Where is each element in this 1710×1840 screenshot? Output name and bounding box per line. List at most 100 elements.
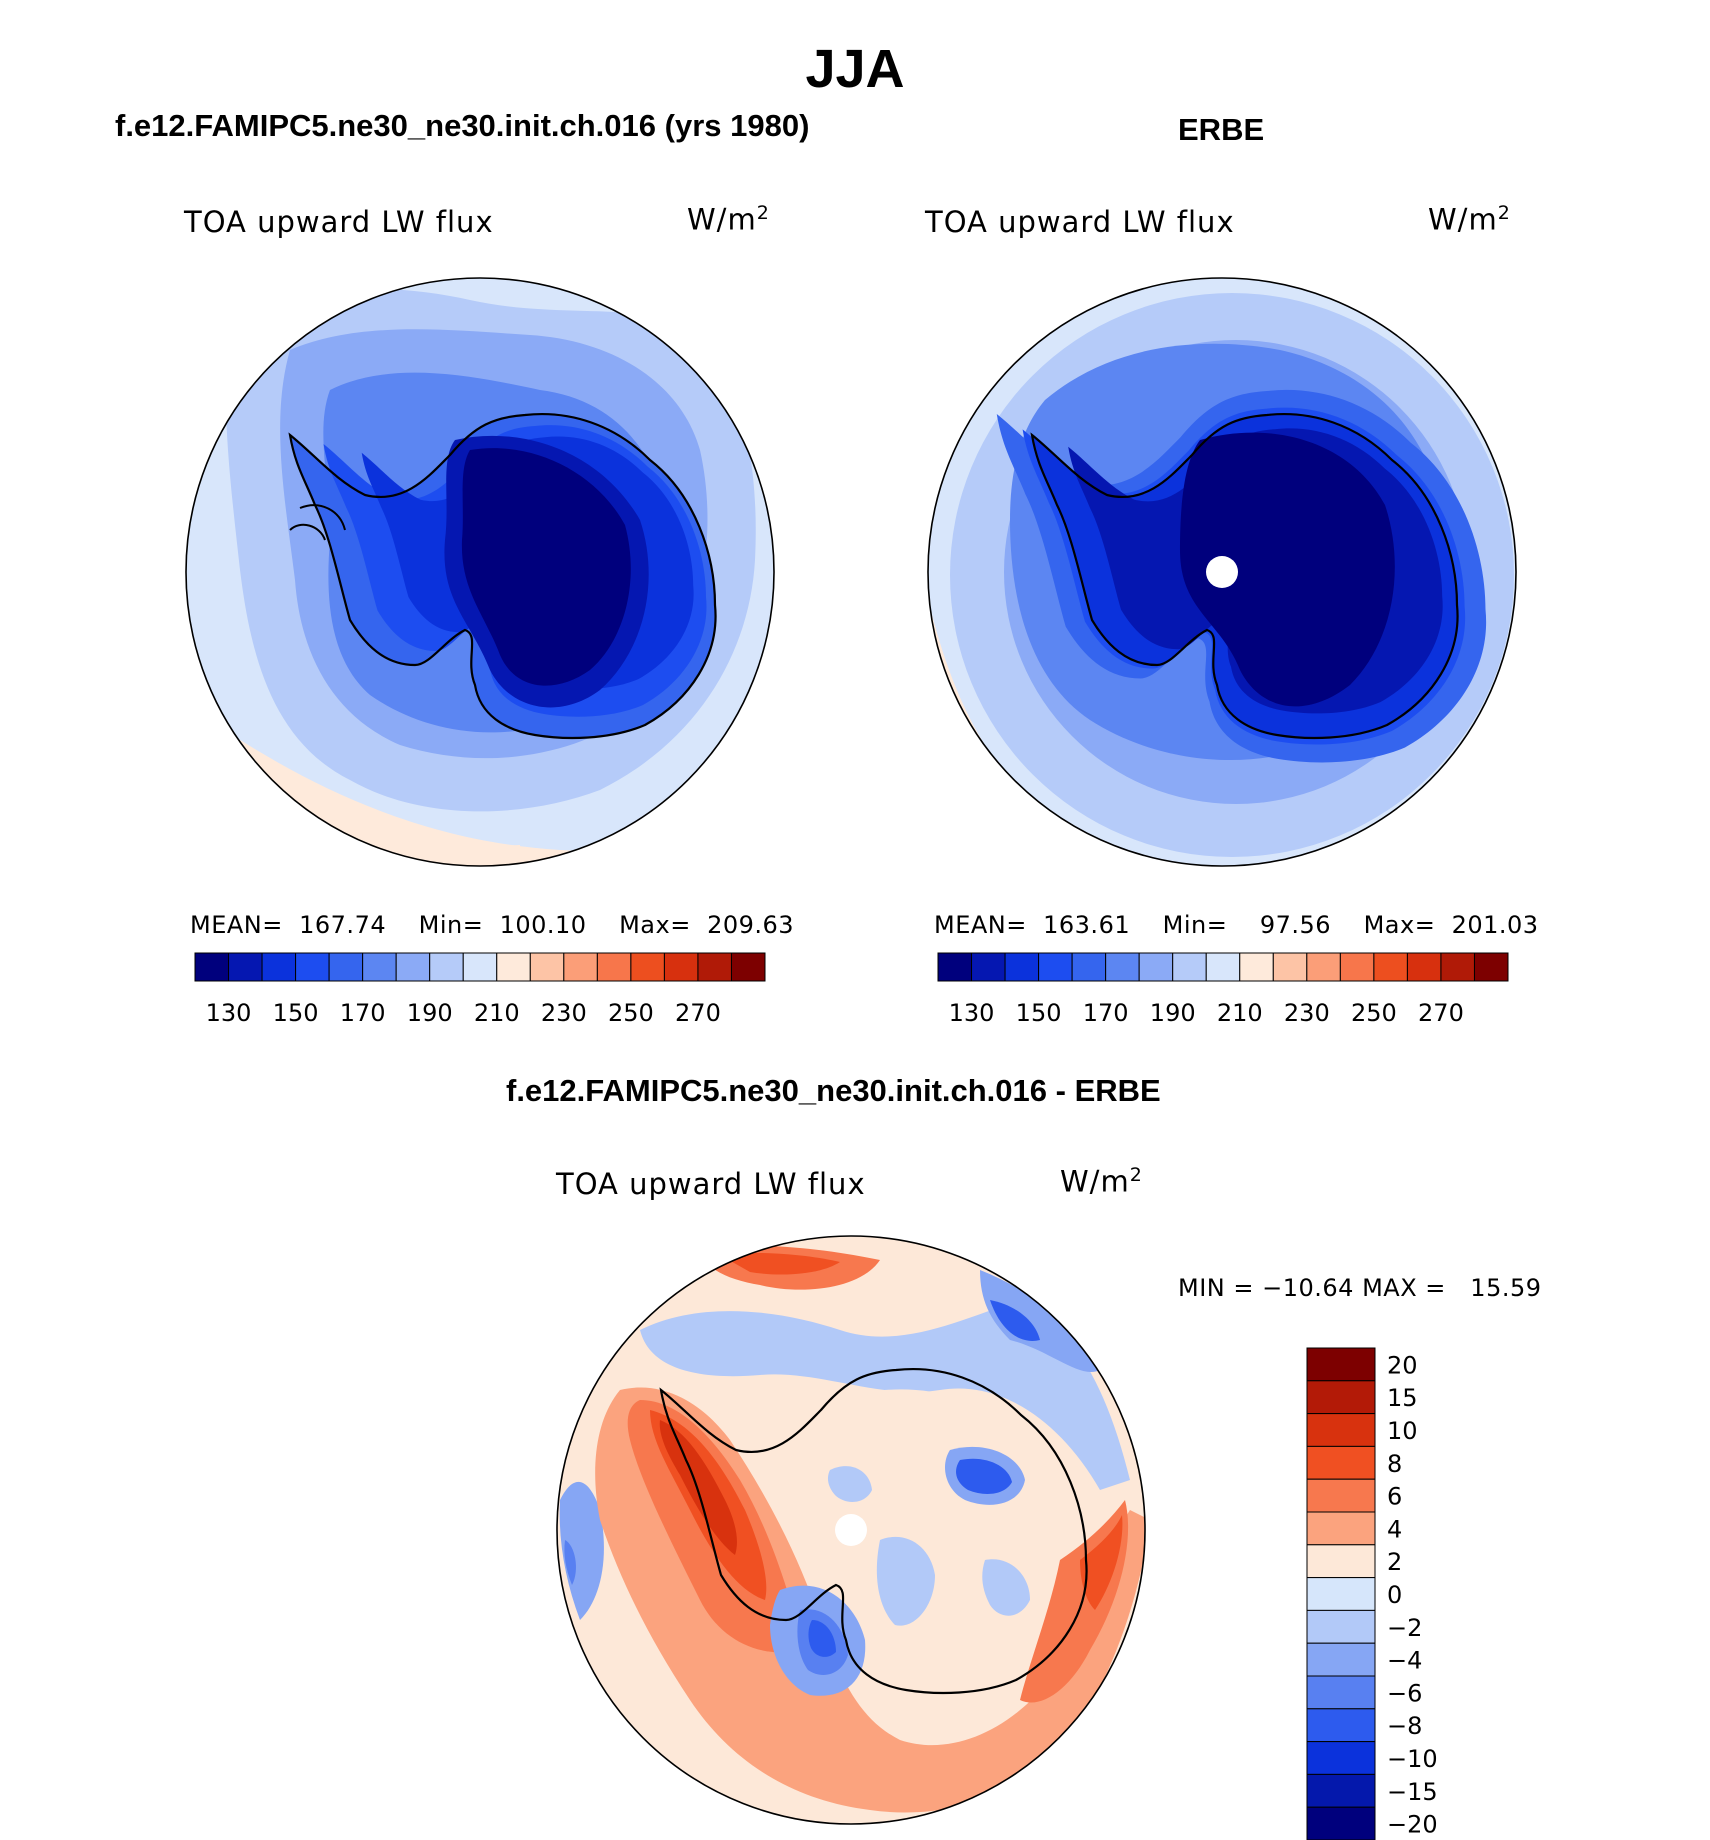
- diff-colorbar-tick-label: −10: [1387, 1745, 1438, 1773]
- diff-colorbar-tick-label: 4: [1387, 1515, 1402, 1543]
- diff-colorbar-tick-label: 15: [1387, 1384, 1418, 1412]
- panel1-colorbar-swatch: [395, 952, 431, 982]
- diff-colorbar-swatch: [1306, 1380, 1376, 1415]
- panel2-colorbar-tick-label: 230: [1284, 999, 1330, 1027]
- panel1-colorbar: 130 150 170 190 210 230 250 270: [194, 952, 766, 1027]
- panel2-colorbar-swatch: [1373, 952, 1408, 982]
- diff-stats: MIN = −10.64 MAX = 15.59: [1178, 1274, 1542, 1302]
- panel1-colorbar-swatch: [663, 952, 699, 982]
- panel1-colorbar-swatch: [596, 952, 632, 982]
- panel2-colorbar-swatch: [1406, 952, 1442, 982]
- diff-colorbar-swatch: [1306, 1445, 1376, 1480]
- panel1-colorbar-tick-label: 270: [675, 999, 721, 1027]
- panel1-units: W/m2: [687, 202, 770, 237]
- panel2-colorbar-swatch: [1172, 952, 1207, 982]
- diff-colorbar-tick-label: 2: [1387, 1548, 1402, 1576]
- panel2-colorbar-swatch: [1105, 952, 1140, 982]
- diff-colorbar-tick-label: −8: [1387, 1712, 1422, 1740]
- panel2-colorbar-tick-label: 270: [1418, 999, 1464, 1027]
- diff-colorbar-tick-label: −4: [1387, 1647, 1422, 1675]
- panel1-colorbar-swatch: [194, 952, 230, 982]
- panel1-colorbar-swatch: [228, 952, 263, 982]
- panel1-colorbar-tick-label: 170: [340, 999, 386, 1027]
- panel2-colorbar-swatch: [1205, 952, 1241, 982]
- diff-colorbar-tick-label: 0: [1387, 1581, 1402, 1609]
- diff-colorbar-tick-label: −20: [1387, 1811, 1438, 1839]
- panel2-colorbar-swatch: [1239, 952, 1274, 982]
- panel1-variable: TOA upward LW flux: [184, 205, 494, 239]
- panel2-colorbar: 130 150 170 190 210 230 250 270: [937, 952, 1509, 1027]
- diff-colorbar-tick-label: 20: [1387, 1351, 1418, 1379]
- panel1-colorbar-swatch: [630, 952, 665, 982]
- panel2-colorbar-swatch: [1339, 952, 1375, 982]
- panel1-colorbar-swatch: [328, 952, 364, 982]
- panel2-colorbar-swatch: [937, 952, 973, 982]
- panel1-colorbar-swatch: [529, 952, 565, 982]
- panel2-colorbar-swatch: [971, 952, 1006, 982]
- panel2-title: ERBE: [1178, 112, 1265, 147]
- panel2-stats: MEAN= 163.61 Min= 97.56 Max= 201.03: [934, 911, 1539, 939]
- figure-title: JJA: [805, 39, 905, 99]
- panel1-colorbar-swatch: [261, 952, 297, 982]
- panel1-colorbar-swatch: [462, 952, 498, 982]
- panel2-colorbar-swatch: [1071, 952, 1107, 982]
- panel2-colorbar-swatch: [1038, 952, 1073, 982]
- panel1-colorbar-swatch: [730, 952, 766, 982]
- diff-colorbar-tick-label: −15: [1387, 1778, 1438, 1806]
- panel2-units: W/m2: [1428, 202, 1511, 237]
- panel1-colorbar-swatch: [496, 952, 531, 982]
- diff-colorbar-tick-label: 10: [1387, 1417, 1418, 1445]
- panel2-colorbar-tick-label: 190: [1150, 999, 1196, 1027]
- panel2-variable: TOA upward LW flux: [925, 205, 1235, 239]
- diff-units: W/m2: [1060, 1164, 1143, 1199]
- diff-colorbar-swatch: [1306, 1478, 1376, 1513]
- diff-colorbar-swatch: [1306, 1609, 1376, 1644]
- panel2-colorbar-tick-label: 250: [1351, 999, 1397, 1027]
- panel1-colorbar-tick-label: 210: [474, 999, 520, 1027]
- panel1-colorbar-tick-label: 250: [608, 999, 654, 1027]
- diff-map: [556, 1235, 1146, 1825]
- diff-colorbar-swatch: [1306, 1806, 1376, 1840]
- diff-colorbar-swatch: [1306, 1577, 1376, 1611]
- panel2-colorbar-tick-label: 210: [1217, 999, 1263, 1027]
- diff-colorbar-swatch: [1306, 1708, 1376, 1743]
- diff-colorbar-tick-label: −6: [1387, 1679, 1422, 1707]
- diff-colorbar-swatch: [1306, 1413, 1376, 1447]
- diff-colorbar-tick-label: −2: [1387, 1614, 1422, 1642]
- diff-colorbar-swatch: [1306, 1675, 1376, 1710]
- panel2-colorbar-tick-label: 170: [1083, 999, 1129, 1027]
- panel1-colorbar-tick-label: 130: [206, 999, 252, 1027]
- diff-colorbar-swatch: [1306, 1741, 1376, 1775]
- panel2-colorbar-tick-label: 150: [1016, 999, 1062, 1027]
- panel2-colorbar-swatch: [1004, 952, 1040, 982]
- diff-colorbar-swatch: [1306, 1773, 1376, 1808]
- panel2-colorbar-swatch: [1138, 952, 1174, 982]
- panel1-colorbar-tick-label: 190: [407, 999, 453, 1027]
- panel1-colorbar-tick-label: 230: [541, 999, 587, 1027]
- diff-colorbar-swatch: [1306, 1642, 1376, 1677]
- diff-colorbar-swatch: [1306, 1544, 1376, 1579]
- diff-variable: TOA upward LW flux: [556, 1167, 866, 1201]
- diff-colorbar-tick-label: 8: [1387, 1450, 1402, 1478]
- panel1-colorbar-swatch: [563, 952, 598, 982]
- panel2-colorbar-swatch: [1306, 952, 1341, 982]
- panel1-colorbar-swatch: [429, 952, 464, 982]
- panel1-colorbar-swatch: [697, 952, 732, 982]
- panel1-colorbar-swatch: [362, 952, 397, 982]
- diff-colorbar-tick-label: 6: [1387, 1483, 1402, 1511]
- panel1-title: f.e12.FAMIPC5.ne30_ne30.init.ch.016 (yrs…: [115, 108, 810, 143]
- panel2-colorbar-swatch: [1272, 952, 1308, 982]
- panel1-stats: MEAN= 167.74 Min= 100.10 Max= 209.63: [190, 911, 795, 939]
- diff-title: f.e12.FAMIPC5.ne30_ne30.init.ch.016 - ER…: [506, 1073, 1161, 1108]
- panel1-colorbar-swatch: [295, 952, 330, 982]
- panel2-colorbar-swatch: [1473, 952, 1509, 982]
- panel1-colorbar-tick-label: 150: [273, 999, 319, 1027]
- diff-colorbar-swatch: [1306, 1347, 1376, 1382]
- panel2-colorbar-tick-label: 130: [949, 999, 995, 1027]
- panel2-map: [927, 277, 1517, 867]
- panel1-map: [185, 277, 775, 867]
- diff-colorbar-swatch: [1306, 1511, 1376, 1546]
- panel2-colorbar-swatch: [1440, 952, 1475, 982]
